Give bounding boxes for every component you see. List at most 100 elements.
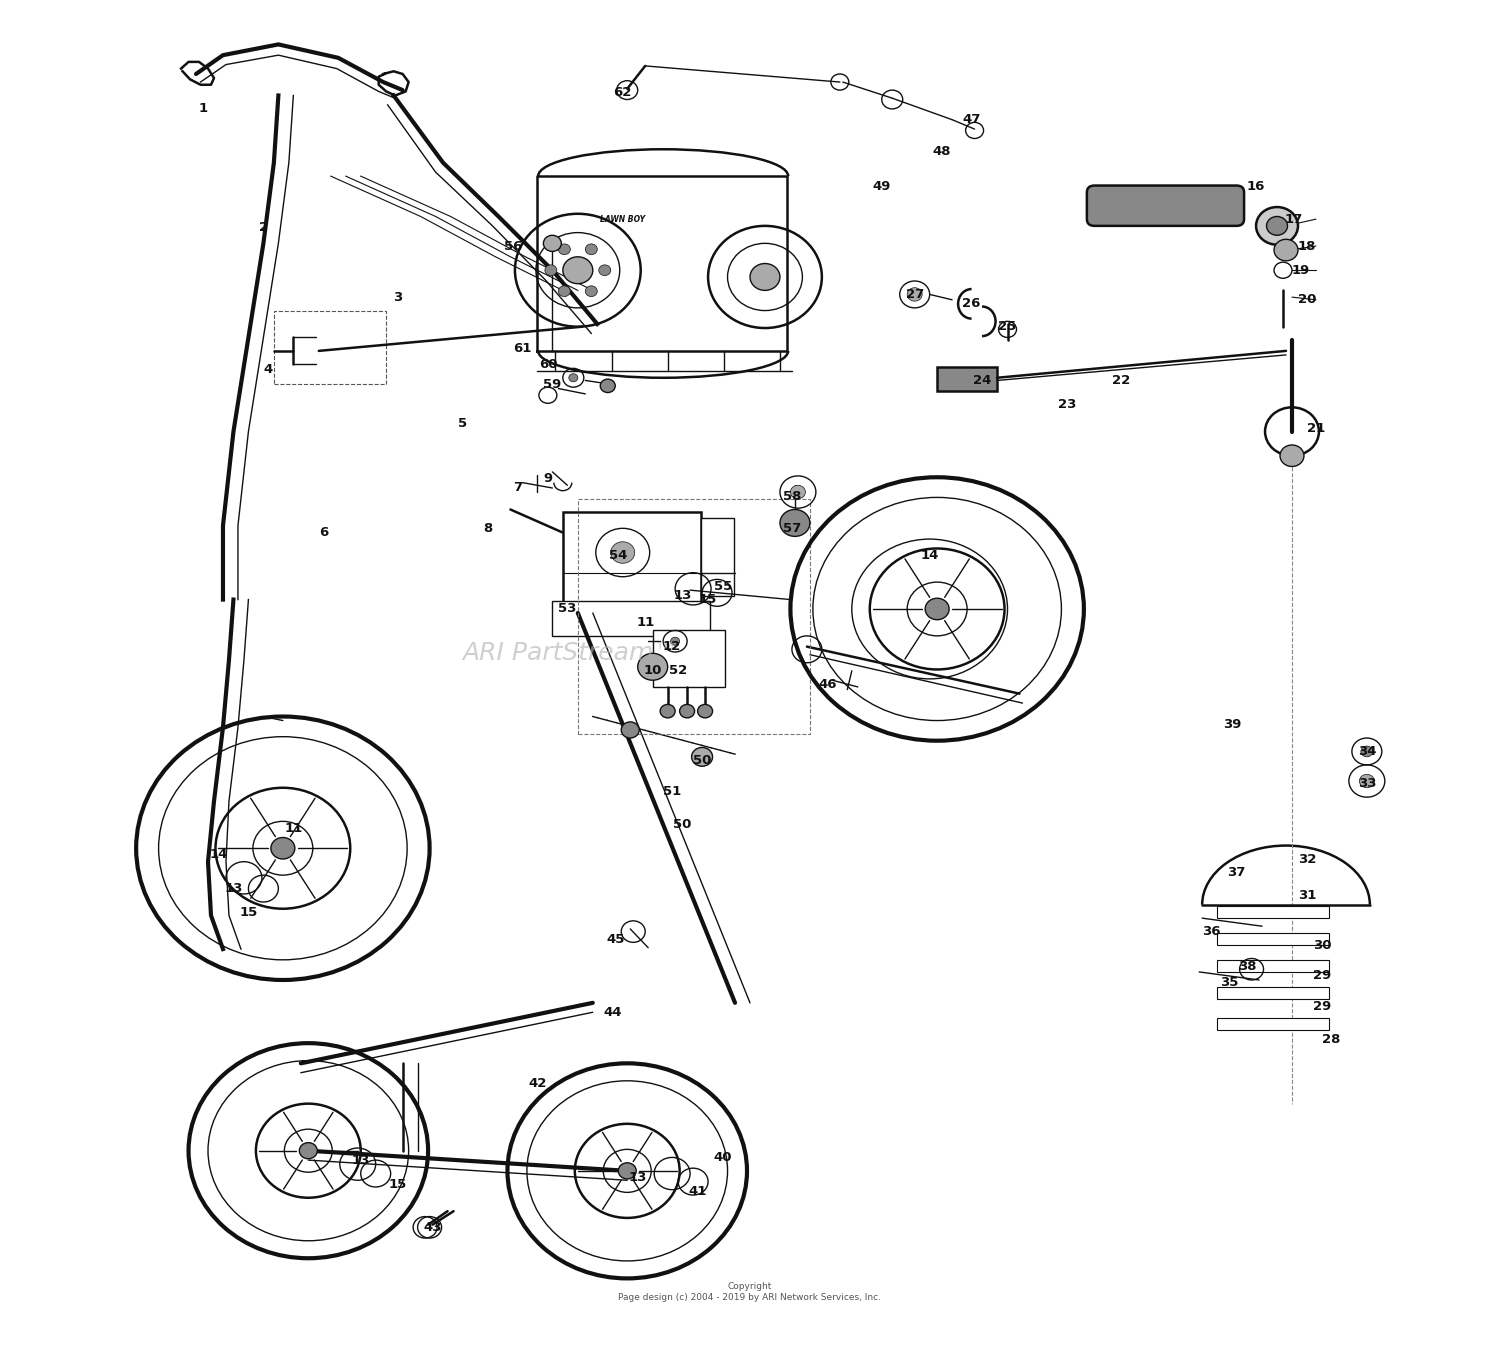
Text: 57: 57 <box>783 521 801 535</box>
Text: 59: 59 <box>543 379 561 391</box>
Text: 12: 12 <box>663 640 681 653</box>
Text: 17: 17 <box>1284 213 1302 226</box>
Circle shape <box>598 265 610 276</box>
Text: 13: 13 <box>351 1153 370 1167</box>
Text: 13: 13 <box>225 882 243 894</box>
Text: 38: 38 <box>1238 960 1257 973</box>
Text: 15: 15 <box>699 593 717 606</box>
Circle shape <box>600 379 615 392</box>
Text: 15: 15 <box>388 1177 408 1191</box>
Text: 6: 6 <box>318 525 328 539</box>
Text: 32: 32 <box>1298 853 1316 866</box>
Circle shape <box>1359 775 1374 788</box>
Circle shape <box>621 722 639 738</box>
Text: 1: 1 <box>200 102 208 116</box>
Circle shape <box>610 541 634 563</box>
Text: 33: 33 <box>1358 777 1376 791</box>
Text: 28: 28 <box>1322 1033 1340 1045</box>
Circle shape <box>585 244 597 255</box>
Bar <box>652 630 724 687</box>
Text: 49: 49 <box>873 180 891 194</box>
Text: 18: 18 <box>1298 240 1316 252</box>
Bar <box>1216 1017 1329 1029</box>
Circle shape <box>1360 746 1372 757</box>
Circle shape <box>638 653 668 680</box>
Bar <box>274 311 386 384</box>
Text: LAWN BOY: LAWN BOY <box>600 214 645 224</box>
Circle shape <box>790 485 806 498</box>
Text: 35: 35 <box>1220 977 1239 989</box>
Text: 3: 3 <box>393 291 404 303</box>
Text: 50: 50 <box>693 754 711 768</box>
Circle shape <box>660 704 675 718</box>
Text: 4: 4 <box>264 364 273 376</box>
Text: 44: 44 <box>603 1006 621 1018</box>
Text: Copyright
Page design (c) 2004 - 2019 by ARI Network Services, Inc.: Copyright Page design (c) 2004 - 2019 by… <box>618 1282 882 1301</box>
Bar <box>1216 987 1329 999</box>
Text: 30: 30 <box>1312 939 1330 951</box>
Text: 15: 15 <box>240 907 258 919</box>
Text: 7: 7 <box>513 481 522 494</box>
Circle shape <box>926 598 950 620</box>
Text: 5: 5 <box>458 418 466 430</box>
Text: 13: 13 <box>628 1171 646 1184</box>
Text: 40: 40 <box>714 1150 732 1164</box>
Text: 46: 46 <box>819 678 837 691</box>
Text: 45: 45 <box>606 933 624 946</box>
Text: 14: 14 <box>921 548 939 562</box>
Bar <box>938 366 998 391</box>
Text: 60: 60 <box>538 358 556 370</box>
Text: 43: 43 <box>423 1220 442 1234</box>
Bar <box>562 512 700 603</box>
Text: 22: 22 <box>1112 374 1131 387</box>
Text: 29: 29 <box>1312 970 1330 982</box>
Circle shape <box>1274 240 1298 261</box>
Text: 58: 58 <box>783 489 801 502</box>
Text: 19: 19 <box>1292 264 1310 276</box>
FancyBboxPatch shape <box>1088 186 1244 226</box>
Text: 56: 56 <box>504 240 522 252</box>
Text: ARI PartStream™: ARI PartStream™ <box>462 641 678 665</box>
Text: 41: 41 <box>688 1184 706 1197</box>
Text: 50: 50 <box>674 818 692 831</box>
Text: 9: 9 <box>543 471 552 485</box>
Bar <box>1216 933 1329 946</box>
Circle shape <box>692 748 712 766</box>
Text: 27: 27 <box>906 288 924 300</box>
Circle shape <box>272 838 296 859</box>
Text: 24: 24 <box>974 374 992 387</box>
Text: 42: 42 <box>528 1078 546 1090</box>
Bar <box>1216 907 1329 919</box>
Circle shape <box>562 257 592 284</box>
Circle shape <box>680 704 694 718</box>
Bar <box>578 498 810 734</box>
Bar <box>700 517 734 595</box>
Text: 26: 26 <box>963 298 981 310</box>
Text: 54: 54 <box>609 548 627 562</box>
Circle shape <box>780 509 810 536</box>
Text: 29: 29 <box>1312 1001 1330 1013</box>
Text: 47: 47 <box>963 113 981 127</box>
Text: 36: 36 <box>1202 925 1221 938</box>
Circle shape <box>558 244 570 255</box>
Circle shape <box>543 236 561 252</box>
Bar <box>552 601 710 636</box>
Text: 10: 10 <box>644 664 662 678</box>
Text: 14: 14 <box>210 849 228 862</box>
Text: 51: 51 <box>663 785 681 799</box>
Bar <box>1216 960 1329 973</box>
Text: 39: 39 <box>1222 718 1242 731</box>
Text: 11: 11 <box>284 822 303 835</box>
Circle shape <box>1280 445 1304 466</box>
Text: 21: 21 <box>1306 423 1324 435</box>
Text: 11: 11 <box>636 616 654 629</box>
Text: 61: 61 <box>513 342 531 354</box>
Circle shape <box>1256 207 1298 245</box>
Circle shape <box>568 373 578 381</box>
Text: 53: 53 <box>558 602 576 616</box>
Circle shape <box>300 1142 318 1158</box>
Text: 55: 55 <box>714 579 732 593</box>
Circle shape <box>1266 217 1287 236</box>
Circle shape <box>558 286 570 296</box>
Text: 34: 34 <box>1358 745 1376 758</box>
